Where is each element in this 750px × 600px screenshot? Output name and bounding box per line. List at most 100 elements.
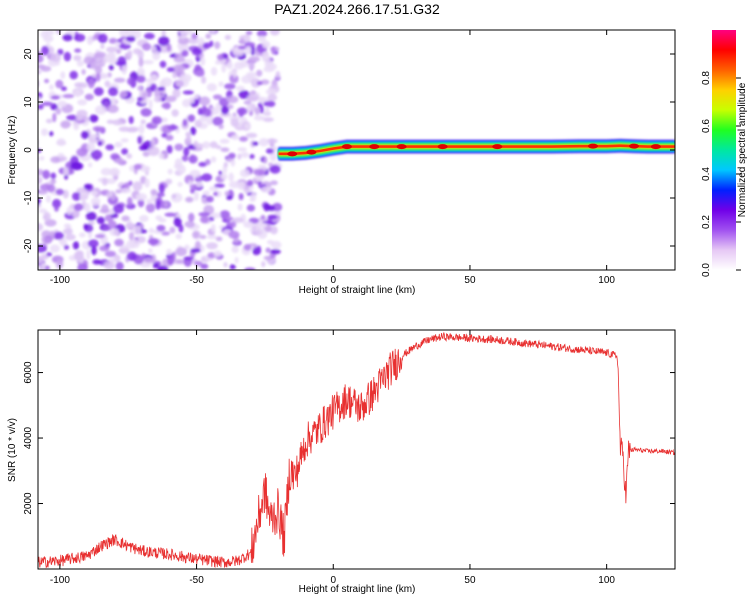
- noise-blob: [127, 77, 136, 86]
- noise-blob: [41, 101, 54, 107]
- noise-blob: [159, 60, 167, 68]
- noise-blob: [158, 153, 165, 160]
- noise-blob: [243, 244, 252, 251]
- y-tick-label: 4000: [23, 426, 34, 449]
- noise-blob: [167, 255, 175, 266]
- noise-blob: [166, 124, 179, 131]
- noise-blob: [265, 247, 271, 253]
- noise-blob: [86, 141, 96, 152]
- noise-blob: [116, 49, 122, 54]
- noise-blob: [65, 233, 76, 241]
- noise-blob: [237, 147, 247, 152]
- noise-blob: [141, 43, 152, 51]
- colorbar-tick-label: 0.4: [701, 167, 712, 181]
- noise-blob: [32, 31, 37, 37]
- noise-blob: [86, 249, 91, 260]
- noise-blob: [113, 158, 125, 164]
- noise-blob: [231, 134, 240, 140]
- noise-blob: [92, 259, 102, 265]
- noise-blob: [108, 167, 120, 177]
- noise-blob: [198, 212, 211, 217]
- noise-blob: [90, 197, 101, 207]
- ridge-hotspot: [628, 143, 639, 149]
- noise-blob: [180, 74, 192, 82]
- noise-blob: [98, 73, 109, 79]
- ridge-hotspot: [369, 144, 380, 150]
- noise-blob: [250, 45, 256, 56]
- y-tick-label: 2000: [23, 492, 34, 515]
- noise-blob: [128, 116, 134, 124]
- noise-blob: [133, 163, 142, 170]
- noise-blob: [112, 119, 123, 126]
- noise-blob: [184, 221, 195, 228]
- noise-blob: [39, 156, 45, 161]
- noise-blob: [228, 152, 236, 159]
- noise-blob: [221, 63, 227, 73]
- noise-blob: [38, 255, 44, 264]
- noise-blob: [74, 82, 83, 88]
- noise-blob: [229, 74, 239, 84]
- noise-blob: [137, 85, 143, 91]
- noise-blob: [62, 189, 69, 199]
- noise-blob: [182, 99, 191, 108]
- noise-blob: [151, 116, 163, 125]
- noise-blob: [232, 69, 237, 78]
- noise-blob: [258, 138, 269, 147]
- noise-blob: [69, 70, 78, 80]
- noise-blob: [192, 231, 200, 239]
- noise-blob: [38, 69, 42, 75]
- noise-blob: [40, 262, 46, 270]
- y-tick-label: 10: [23, 96, 34, 108]
- noise-blob: [210, 30, 217, 34]
- noise-blob: [126, 153, 133, 159]
- noise-blob: [166, 145, 173, 154]
- noise-blob: [109, 208, 114, 215]
- noise-blob: [44, 78, 50, 84]
- noise-blob: [153, 96, 162, 103]
- colorbar-tick-label: 0.6: [701, 119, 712, 133]
- noise-blob: [127, 50, 133, 58]
- noise-blob: [157, 265, 169, 270]
- noise-blob: [95, 72, 101, 82]
- noise-blob: [220, 147, 230, 152]
- noise-blob: [120, 138, 129, 143]
- noise-blob: [94, 65, 103, 75]
- noise-blob: [46, 184, 56, 193]
- noise-blob: [247, 93, 260, 102]
- noise-blob: [57, 100, 67, 108]
- noise-blob: [274, 210, 282, 216]
- noise-blob: [132, 225, 142, 235]
- noise-blob: [62, 94, 75, 99]
- noise-blob: [45, 118, 53, 124]
- noise-blob: [135, 193, 148, 201]
- noise-blob: [270, 249, 281, 255]
- noise-blob: [245, 71, 257, 79]
- noise-blob: [92, 126, 104, 132]
- noise-blob: [83, 223, 89, 230]
- noise-blob: [38, 142, 39, 146]
- noise-blob: [84, 93, 94, 101]
- noise-blob: [259, 105, 264, 114]
- noise-blob: [195, 69, 205, 77]
- noise-blob: [251, 230, 261, 236]
- noise-blob: [155, 200, 161, 210]
- noise-blob: [70, 162, 83, 171]
- ridge-hotspot: [341, 144, 352, 150]
- x-tick-label: 0: [330, 575, 336, 586]
- noise-blob: [188, 212, 195, 222]
- noise-blob: [162, 201, 169, 208]
- noise-blob: [211, 223, 216, 233]
- noise-blob: [38, 222, 44, 232]
- noise-blob: [266, 100, 276, 108]
- noise-blob: [126, 240, 136, 249]
- noise-blob: [138, 144, 149, 151]
- noise-blob: [158, 36, 170, 47]
- ridge-hotspot: [437, 144, 448, 150]
- noise-blob: [243, 184, 250, 194]
- noise-blob: [81, 69, 86, 75]
- noise-blob: [267, 93, 278, 102]
- noise-blob: [158, 44, 170, 53]
- noise-blob: [163, 151, 169, 159]
- noise-blob: [267, 214, 278, 220]
